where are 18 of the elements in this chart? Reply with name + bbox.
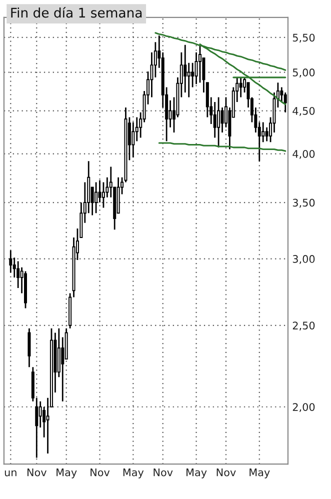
- x-tick-label: Nov: [216, 468, 236, 476]
- x-tick-label: un: [4, 470, 16, 476]
- y-tick-label: 2,00: [292, 403, 315, 412]
- y-tick-label: 3,50: [292, 198, 315, 208]
- x-tick-label: May: [123, 468, 144, 478]
- y-tick-label: 2,50: [292, 322, 315, 331]
- y-tick-label: 4,00: [292, 150, 315, 159]
- y-tick-label: 5,00: [292, 68, 315, 78]
- x-tick-label: May: [56, 468, 77, 478]
- y-tick-label: 4,50: [292, 106, 315, 116]
- x-tick-label: Nov: [27, 468, 46, 476]
- x-tick-label: Nov: [90, 468, 110, 476]
- chart-title: Fin de día 1 semana: [11, 6, 142, 18]
- y-tick-label: 3,00: [292, 255, 315, 264]
- x-tick-label: May: [250, 468, 270, 478]
- x-tick-label: May: [186, 468, 207, 478]
- x-tick-label: Nov: [154, 468, 173, 476]
- y-tick-label: 5,50: [292, 34, 315, 43]
